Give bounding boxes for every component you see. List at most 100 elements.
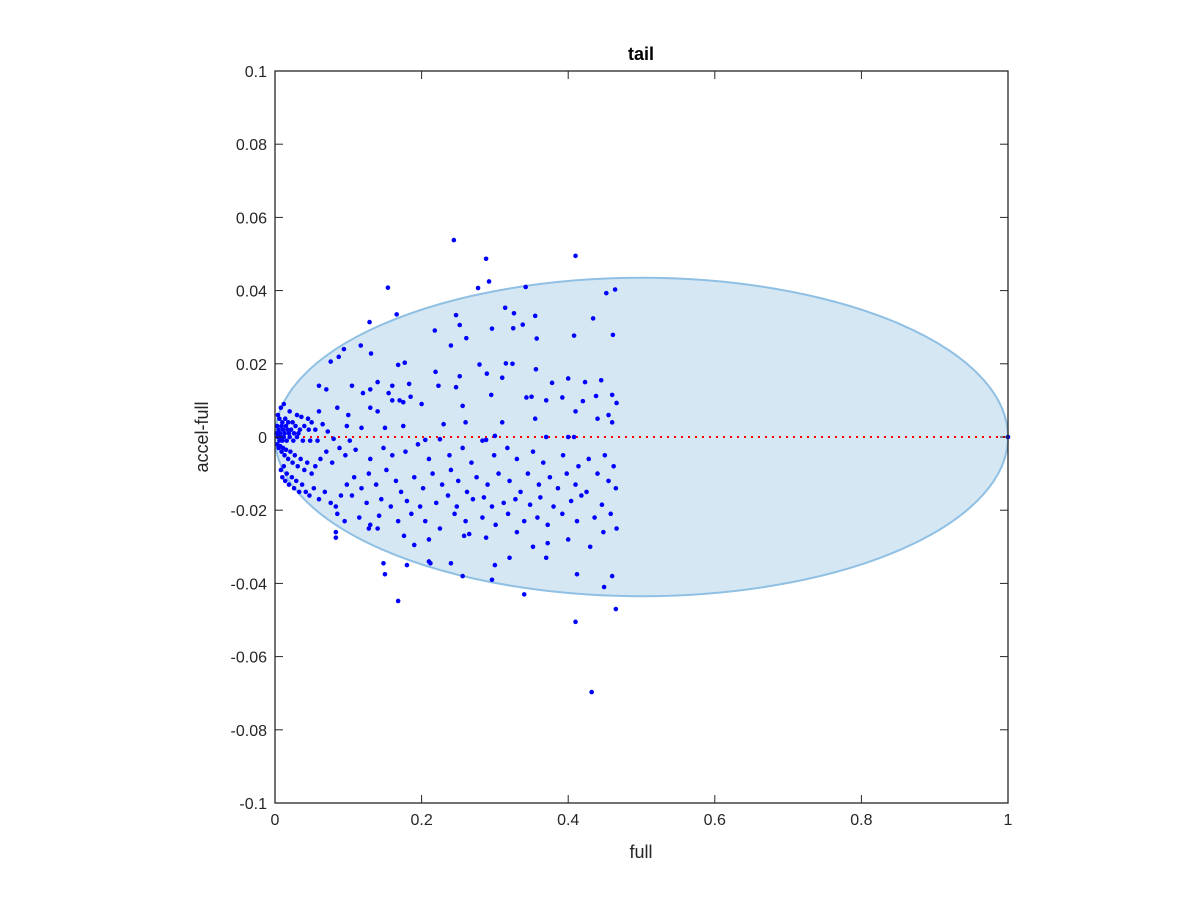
data-point xyxy=(282,453,287,458)
data-point xyxy=(296,431,301,436)
data-point xyxy=(564,471,570,476)
data-point xyxy=(486,279,492,284)
data-point xyxy=(477,362,482,367)
data-point xyxy=(341,346,347,352)
data-point xyxy=(291,485,297,491)
data-point xyxy=(274,423,280,429)
data-point xyxy=(420,485,426,491)
data-point xyxy=(284,471,290,476)
data-point xyxy=(373,482,379,487)
data-point xyxy=(529,394,534,400)
data-point xyxy=(573,619,578,625)
data-point xyxy=(389,383,395,389)
data-point xyxy=(401,533,407,539)
data-point xyxy=(464,335,469,341)
data-point xyxy=(612,287,618,292)
data-point xyxy=(499,420,505,425)
data-point xyxy=(481,495,487,500)
data-point xyxy=(457,373,463,379)
data-point xyxy=(422,437,428,443)
data-point xyxy=(613,485,619,491)
data-point xyxy=(543,434,549,440)
data-point xyxy=(518,489,523,495)
data-point xyxy=(455,478,461,484)
data-point xyxy=(614,526,619,531)
data-point xyxy=(511,310,517,316)
data-point xyxy=(610,332,616,338)
x-axis-label: full xyxy=(629,842,652,862)
data-point xyxy=(275,412,281,418)
data-point xyxy=(565,376,571,381)
y-axis-label: accel-full xyxy=(192,401,212,472)
data-point xyxy=(309,471,314,476)
data-point xyxy=(538,495,543,500)
data-point xyxy=(483,535,489,540)
data-point xyxy=(574,571,580,577)
data-point xyxy=(353,447,358,453)
data-point xyxy=(496,471,501,476)
data-point xyxy=(328,500,334,506)
data-point xyxy=(347,438,353,443)
data-point xyxy=(282,416,288,422)
data-point xyxy=(277,416,282,422)
data-point xyxy=(604,290,609,296)
data-point xyxy=(601,584,607,590)
data-point xyxy=(510,361,515,367)
data-point xyxy=(411,542,417,548)
data-point xyxy=(290,420,295,425)
data-point xyxy=(530,544,536,550)
data-point xyxy=(389,453,395,458)
data-point xyxy=(335,405,340,411)
data-point xyxy=(579,493,584,498)
data-point xyxy=(447,453,452,458)
data-point xyxy=(560,453,566,458)
data-point xyxy=(532,313,538,319)
data-point xyxy=(344,482,350,487)
data-point xyxy=(461,533,467,539)
data-point xyxy=(381,560,386,566)
data-point xyxy=(611,463,616,469)
data-point xyxy=(582,379,588,385)
y-tick-label: 0.06 xyxy=(236,210,267,227)
data-point xyxy=(595,416,600,422)
data-point xyxy=(469,460,474,465)
data-point xyxy=(346,412,351,418)
data-point xyxy=(293,478,299,484)
data-point xyxy=(474,474,479,480)
data-point xyxy=(304,460,310,465)
data-point xyxy=(376,513,382,518)
data-point xyxy=(507,478,512,484)
data-point xyxy=(408,394,413,400)
data-point xyxy=(284,438,290,443)
data-point xyxy=(589,689,594,695)
data-point xyxy=(282,431,287,436)
data-point xyxy=(530,449,536,454)
data-point xyxy=(302,423,307,429)
data-point xyxy=(393,478,399,484)
data-point xyxy=(571,333,577,338)
data-point xyxy=(460,573,465,579)
data-point xyxy=(302,467,307,473)
data-point xyxy=(324,449,329,454)
data-point xyxy=(375,379,380,385)
data-point xyxy=(445,493,451,498)
x-tick-label: 0 xyxy=(271,812,280,829)
data-point xyxy=(433,369,438,375)
data-point xyxy=(358,343,364,348)
data-point xyxy=(303,489,309,495)
data-point xyxy=(318,456,323,462)
data-point xyxy=(386,390,391,396)
data-point xyxy=(278,405,284,411)
data-point xyxy=(428,560,433,566)
data-point xyxy=(560,511,565,517)
data-point xyxy=(540,460,546,465)
plot-area: 0 0.2 0.4 0.6 0.8 1 -0.1 -0.08 -0.06 -0.04 -0.02 0 0… xyxy=(231,64,1013,829)
data-point xyxy=(382,425,388,431)
data-point xyxy=(299,482,305,487)
data-point xyxy=(375,526,380,531)
data-point xyxy=(368,351,374,356)
data-point xyxy=(480,438,485,443)
data-point xyxy=(441,421,446,427)
data-point xyxy=(287,409,292,414)
data-point xyxy=(601,529,606,535)
